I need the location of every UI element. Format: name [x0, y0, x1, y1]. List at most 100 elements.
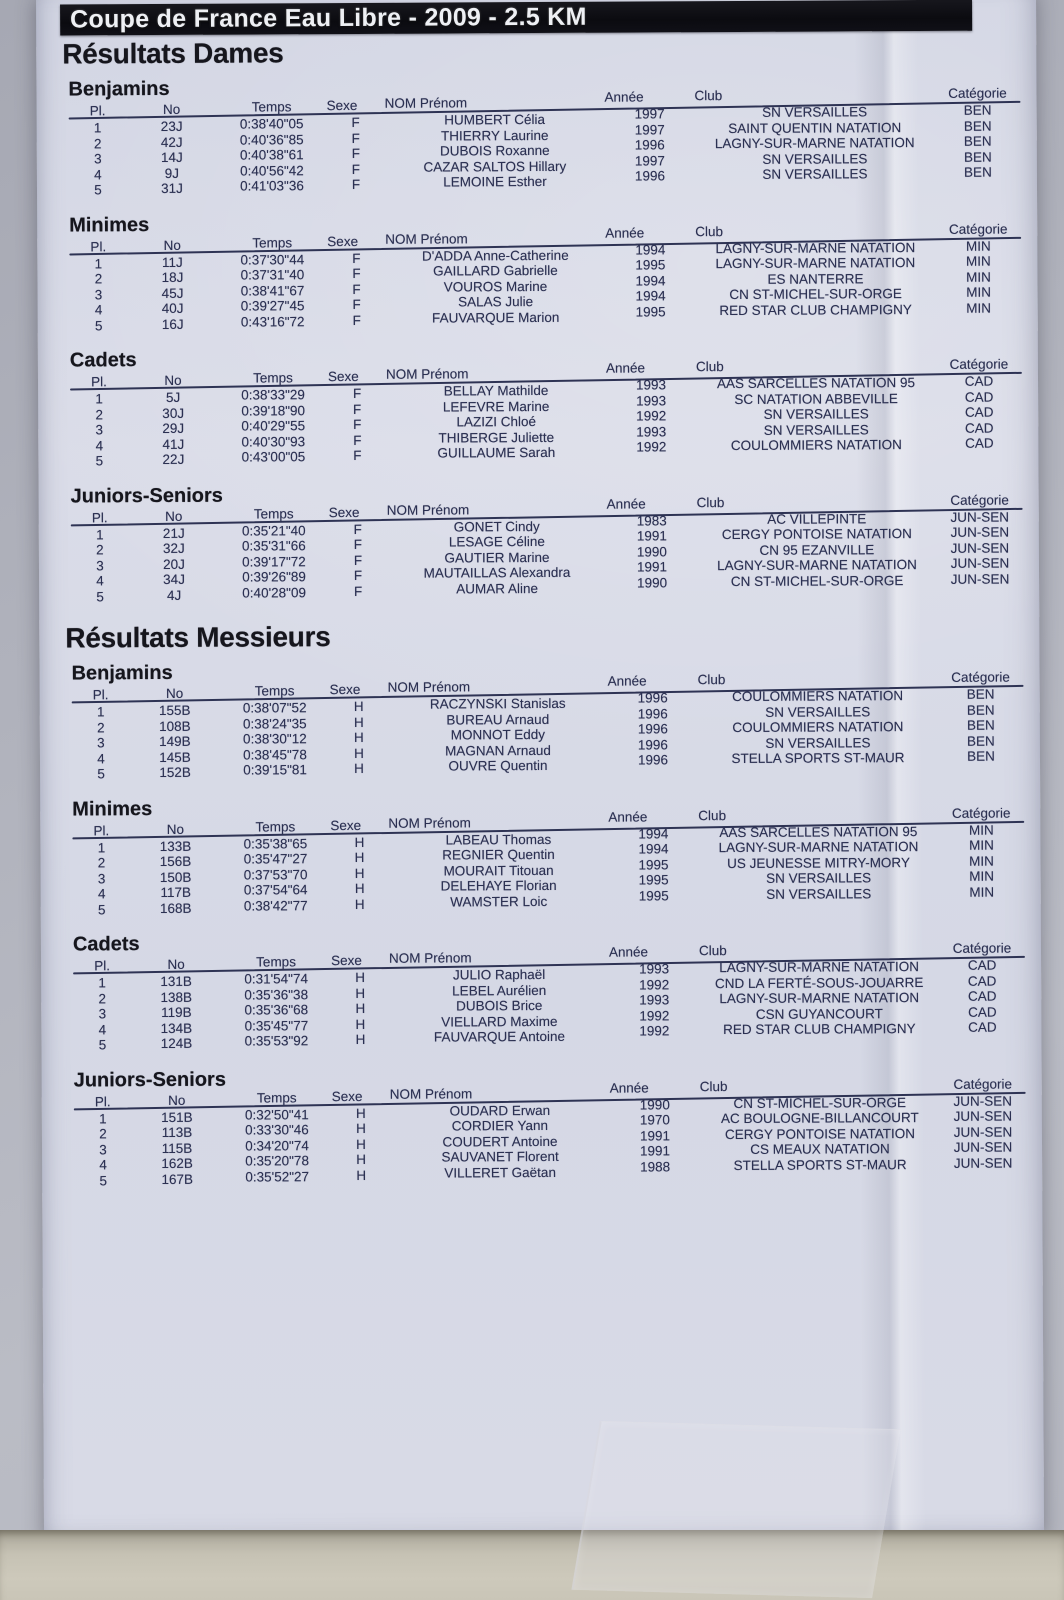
table-cell-no: 4J	[166, 587, 182, 603]
table-cell-club: CN ST-MICHEL-SUR-ORGE	[730, 572, 904, 589]
col-header-annee: Année	[609, 1079, 649, 1096]
table-cell-temps: 0:40'28"09	[242, 584, 306, 601]
table-cell-temps: 0:37'54"64	[243, 882, 308, 898]
table-cell-pl: 4	[97, 886, 106, 902]
table-cell-no: 20J	[163, 556, 185, 572]
table-cell-categorie: JUN-SEN	[950, 524, 1010, 540]
table-cell-temps: 0:32'50"41	[244, 1106, 309, 1123]
table-cell-pl: 4	[94, 166, 102, 182]
table-cell-nom-prenom: VILLERET Gaëtan	[444, 1164, 556, 1181]
table-cell-annee: 1992	[639, 1023, 670, 1039]
table-cell-club: CSN GUYANCOURT	[755, 1005, 883, 1022]
table-cell-sexe: F	[351, 145, 360, 161]
table-cell-sexe: H	[355, 1016, 366, 1032]
table-cell-temps: 0:40'38"61	[239, 147, 304, 163]
table-cell-club: SC NATATION ABBEVILLE	[734, 390, 898, 407]
table-cell-temps: 0:35'53"92	[244, 1033, 309, 1049]
table-row: 5 4J 0:40'28"09 F AUMAR Aline 1990 CN ST-MICHE…	[71, 571, 1023, 604]
table-cell-club: LAGNY-SUR-MARNE NATATION	[718, 839, 919, 856]
table-cell-temps: 0:38'33"29	[241, 387, 305, 403]
category-group: Minimes Pl. No Temps Sexe NOM Prénom Ann…	[72, 793, 1025, 917]
table-cell-annee: 1995	[638, 856, 669, 872]
table-cell-annee: 1997	[634, 121, 665, 137]
table-cell-annee: 1995	[638, 887, 669, 903]
table-cell-sexe: F	[352, 281, 361, 297]
table-cell-club: COULOMMIERS NATATION	[732, 719, 904, 735]
table-row: 5 124B 0:35'53"92 H FAUVARQUE Antoine 1992 RED…	[73, 1020, 1025, 1053]
table-cell-temps: 0:35'52"27	[245, 1168, 310, 1185]
table-cell-annee: 1983	[636, 512, 667, 528]
table-cell-sexe: F	[352, 265, 361, 281]
table-cell-annee: 1992	[639, 976, 670, 992]
table-cell-no: 156B	[159, 853, 192, 869]
table-cell-annee: 1993	[635, 377, 667, 393]
table-row: 5 152B 0:39'15"81 H OUVRE Quentin 1996 STELLA …	[72, 749, 1024, 782]
table-cell-annee: 1996	[637, 690, 668, 706]
table-cell-pl: 1	[95, 391, 103, 407]
table-cell-sexe: F	[353, 447, 362, 463]
table-cell-club: CN ST-MICHEL-SUR-ORGE	[733, 1094, 907, 1111]
table-cell-sexe: F	[353, 521, 362, 537]
table-cell-categorie: MIN	[966, 300, 992, 316]
table-cell-annee: 1991	[636, 559, 668, 575]
section-heading-messieurs: Résultats Messieurs	[65, 621, 331, 654]
paper-document: Coupe de France Eau Libre - 2009 - 2.5 K…	[35, 0, 1045, 1537]
table-cell-annee: 1992	[639, 1007, 670, 1023]
table-cell-pl: 4	[99, 1157, 107, 1173]
table-cell-no: 29J	[162, 420, 185, 436]
table-cell-nom-prenom: OUVRE Quentin	[448, 757, 548, 774]
table-cell-club: SN VERSAILLES	[765, 734, 871, 751]
table-cell-categorie: MIN	[965, 253, 991, 269]
table-cell-club: US JEUNESSE MITRY-MORY	[727, 854, 910, 871]
table-cell-club: SN VERSAILLES	[763, 421, 869, 438]
category-group: Juniors-Seniors Pl. No Temps Sexe NOM Pr…	[71, 480, 1023, 604]
table-cell-sexe: H	[353, 698, 364, 714]
table-cell-no: 167B	[161, 1171, 193, 1187]
col-header-categorie: Catégorie	[951, 805, 1011, 821]
table-cell-sexe: H	[356, 1167, 367, 1183]
section-messieurs: Résultats Messieurs Benjamins Pl. No Tem…	[61, 617, 1026, 1188]
table-cell-categorie: CAD	[967, 988, 997, 1004]
table-cell-temps: 0:35'38"65	[243, 835, 308, 852]
table-cell-club: STELLA SPORTS ST-MAUR	[733, 1156, 907, 1173]
table-cell-temps: 0:34'20"74	[245, 1137, 309, 1154]
table-cell-sexe: H	[356, 1136, 366, 1152]
table-cell-pl: 5	[97, 901, 106, 917]
table-cell-annee: 1991	[636, 528, 667, 544]
table-cell-no: 134B	[160, 1020, 193, 1036]
col-header-categorie: Catégorie	[953, 1076, 1013, 1092]
table-cell-nom-prenom: MOURAIT Titouan	[443, 862, 554, 879]
table-cell-club: SN VERSAILLES	[763, 406, 869, 422]
table-cell-pl: 1	[96, 704, 105, 720]
table-cell-annee: 1993	[639, 961, 670, 977]
table-cell-temps: 0:39'26"89	[242, 569, 306, 585]
table-cell-nom-prenom: SALAS Julie	[458, 294, 534, 310]
table-cell-club: RED STAR CLUB CHAMPIGNY	[723, 1021, 916, 1038]
table-cell-annee: 1997	[634, 106, 665, 122]
category-group: Cadets Pl. No Temps Sexe NOM Prénom Anné…	[73, 928, 1025, 1053]
table-cell-pl: 1	[96, 526, 104, 542]
table-cell-no: 138B	[160, 989, 193, 1005]
table-cell-categorie: JUN-SEN	[953, 1124, 1013, 1140]
table-cell-annee: 1991	[639, 1143, 671, 1159]
table-cell-categorie: BEN	[967, 748, 995, 764]
table-cell-no: 45J	[161, 285, 184, 301]
table-cell-nom-prenom: DUBOIS Roxanne	[439, 142, 550, 159]
table-cell-sexe: H	[354, 745, 364, 761]
table-cell-nom-prenom: MAGNAN Arnaud	[444, 742, 551, 758]
table-cell-pl: 2	[97, 719, 105, 735]
table-cell-temps: 0:35'45"77	[244, 1017, 309, 1034]
table-cell-temps: 0:40'29"55	[241, 418, 306, 434]
table-cell-sexe: H	[353, 714, 364, 730]
table-cell-categorie: BEN	[966, 733, 995, 749]
table-cell-club: SN VERSAILLES	[766, 870, 872, 886]
table-cell-no: 22J	[162, 451, 185, 467]
table-cell-temps: 0:39'18"90	[241, 402, 306, 419]
table-cell-club: AAS SARCELLES NATATION 95	[719, 823, 918, 840]
table-cell-temps: 0:31'54"74	[244, 971, 309, 987]
table-cell-sexe: H	[353, 729, 364, 745]
table-cell-pl: 3	[95, 422, 104, 438]
table-cell-nom-prenom: GONET Cindy	[453, 518, 540, 534]
table-cell-temps: 0:37'30"44	[240, 251, 305, 268]
table-cell-club: LAGNY-SUR-MARNE NATATION	[719, 990, 920, 1007]
